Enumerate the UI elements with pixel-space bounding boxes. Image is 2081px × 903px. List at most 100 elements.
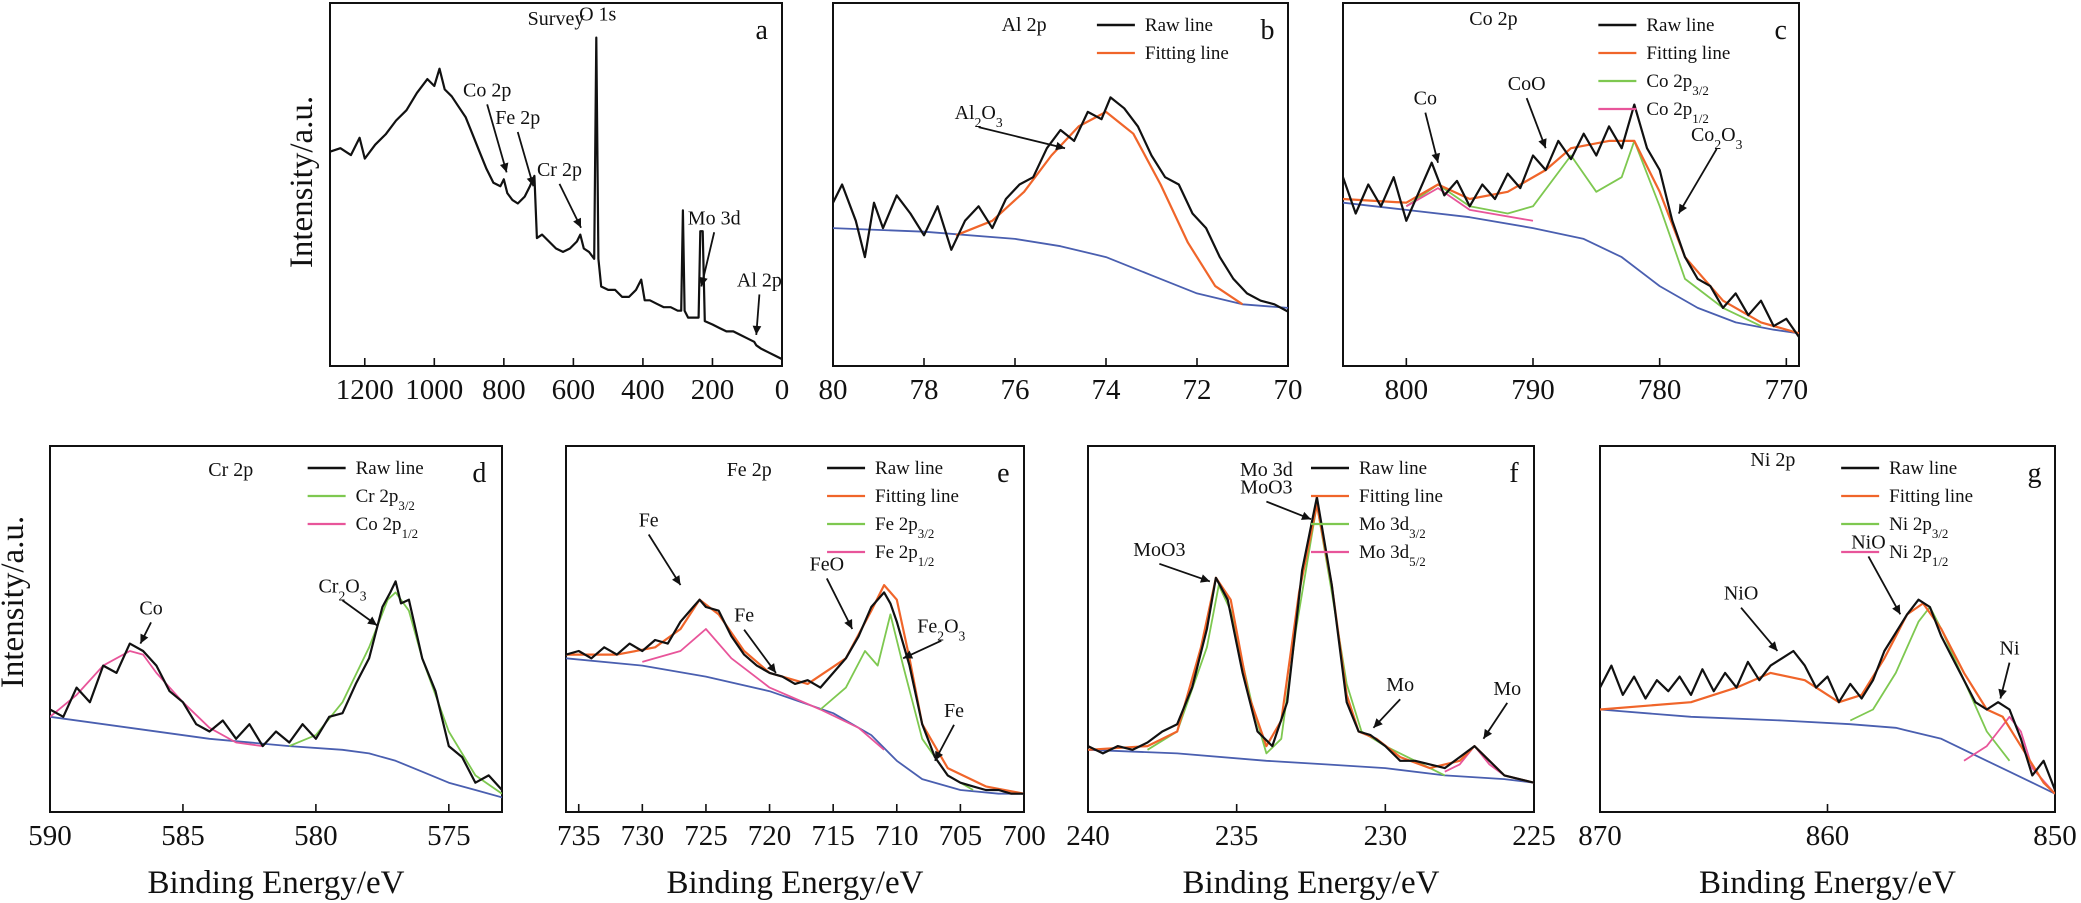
panel-letter: d — [472, 458, 486, 489]
x-tick-label: 725 — [684, 820, 728, 852]
peak-annotation: Al 2p — [737, 269, 782, 291]
x-tick-label: 1200 — [336, 374, 394, 406]
x-tick-label: 200 — [691, 374, 735, 406]
x-tick-label: 705 — [939, 820, 983, 852]
legend-label: Raw line — [875, 458, 943, 479]
panel-title: Mo 3d — [1240, 459, 1293, 481]
series-baseline-line — [1343, 201, 1799, 335]
panel-g: 870 860 850 Binding Energy/eV Ni 2p g Raw line… — [1578, 445, 2077, 901]
annotation-arrowhead — [1199, 574, 1210, 583]
series-baseline-line — [50, 715, 502, 799]
x-tick-label: 790 — [1511, 374, 1555, 406]
legend-label: Raw line — [356, 458, 424, 479]
peak-annotation: Mo 3d — [688, 207, 741, 229]
legend-label: Fitting line — [1359, 486, 1443, 507]
panel-e: 735 730 725 720 715 710 705 700 Binding Energy/e… — [557, 445, 1046, 901]
annotation-arrowhead — [1483, 728, 1493, 739]
peak-annotation: CoO — [1508, 73, 1546, 95]
x-tick-label: 585 — [161, 820, 205, 852]
x-tick-label: 715 — [811, 820, 855, 852]
annotation-arrowhead — [934, 750, 944, 761]
series-group — [1088, 496, 1534, 784]
panels-group: 1200 1000 800 600 400 200 0 Survey a O 1s Co 2p Fe … — [28, 2, 2077, 901]
legend-label: Cr 2p3/2 — [356, 486, 415, 513]
series-p12-line — [642, 628, 885, 751]
series-fit-line — [1600, 602, 2055, 795]
series-baseline-line — [566, 657, 1024, 795]
annotation-arrow — [700, 232, 716, 287]
plot-frame — [1599, 445, 2056, 813]
legend-label: Fitting line — [1889, 486, 1973, 507]
x-tick-label: 780 — [1638, 374, 1682, 406]
annotation-arrowhead — [1055, 141, 1066, 151]
legend-label: Fitting line — [875, 486, 959, 507]
x-axis-label: Binding Energy/eV — [667, 865, 924, 901]
panel-letter: a — [755, 15, 768, 46]
series-group — [50, 580, 502, 799]
series-raw-line — [330, 36, 782, 361]
panel-title: Al 2p — [1002, 14, 1047, 36]
annotation-arrowhead — [1998, 688, 2007, 699]
legend-label: Raw line — [1359, 458, 1427, 479]
annotation-arrowhead — [499, 162, 509, 173]
x-axis-label: Binding Energy/eV — [1183, 865, 1440, 901]
x-tick-label: 860 — [1806, 820, 1850, 852]
peak-annotation: FeO — [810, 553, 844, 575]
annotation-arrowhead — [903, 650, 914, 659]
annotation-arrow — [826, 578, 854, 630]
annotation-arrowhead — [672, 575, 681, 586]
x-tick-label: 590 — [28, 820, 72, 852]
peak-annotation: Fe2O3 — [917, 616, 965, 644]
series-p32-line — [288, 591, 502, 795]
annotation-arrowhead — [140, 633, 149, 644]
panel-title: Ni 2p — [1750, 449, 1795, 471]
x-tick-label: 720 — [748, 820, 792, 852]
legend-label: Raw line — [1646, 15, 1714, 36]
annotation-arrowhead — [752, 325, 762, 335]
panel-b: 80 78 76 74 72 70 Al 2p b Raw line Fitting line Al… — [819, 2, 1303, 406]
annotation-arrow — [978, 126, 1066, 150]
series-group — [1600, 598, 2055, 795]
x-tick-label: 870 — [1578, 820, 1622, 852]
legend-label: Ni 2p3/2 — [1889, 514, 1948, 541]
peak-annotation: O 1s — [579, 3, 616, 25]
series-baseline-line — [833, 227, 1288, 309]
panel-title: Cr 2p — [208, 459, 253, 481]
peak-annotation: Cr2O3 — [318, 575, 366, 603]
legend-label: Mo 3d5/2 — [1359, 542, 1426, 569]
peak-annotation: Co — [1414, 88, 1437, 110]
x-tick-label: 70 — [1274, 374, 1303, 406]
peak-annotation: Cr 2p — [537, 159, 582, 181]
peak-annotation: Fe — [639, 510, 659, 532]
panel-title: Fe 2p — [727, 459, 772, 481]
annotation-arrow — [647, 534, 682, 586]
x-tick-label: 735 — [557, 820, 601, 852]
peak-annotation: Co — [139, 597, 162, 619]
x-tick-label: 78 — [910, 374, 939, 406]
x-axis-label: Binding Energy/eV — [1699, 865, 1956, 901]
series-p32-line — [1849, 606, 2011, 762]
series-p12-line — [50, 650, 263, 747]
annotation-arrowhead — [767, 663, 776, 673]
x-tick-label: 1000 — [405, 374, 463, 406]
y-axis-label-top: Intensity/a.u. — [284, 96, 320, 268]
x-tick-label: 76 — [1001, 374, 1030, 406]
peak-annotation: Fe — [734, 605, 754, 627]
x-tick-label: 800 — [482, 374, 526, 406]
peak-annotation: Fe 2p — [495, 107, 540, 129]
annotation-arrowhead — [1301, 511, 1311, 520]
x-tick-label: 710 — [875, 820, 919, 852]
panel-letter: b — [1261, 15, 1275, 46]
x-tick-label: 850 — [2033, 820, 2077, 852]
x-tick-label: 400 — [621, 374, 665, 406]
x-axis-label: Binding Energy/eV — [148, 865, 405, 901]
series-raw-line — [1343, 103, 1799, 338]
plot-frame — [1342, 2, 1800, 367]
annotation-arrowhead — [367, 616, 378, 626]
series-group — [1343, 103, 1799, 338]
series-group — [566, 584, 1024, 795]
annotation-arrowhead — [573, 217, 582, 228]
peak-annotation: MoO3 — [1240, 477, 1292, 499]
series-raw-line — [1088, 496, 1534, 784]
panel-title: Co 2p — [1469, 8, 1517, 30]
